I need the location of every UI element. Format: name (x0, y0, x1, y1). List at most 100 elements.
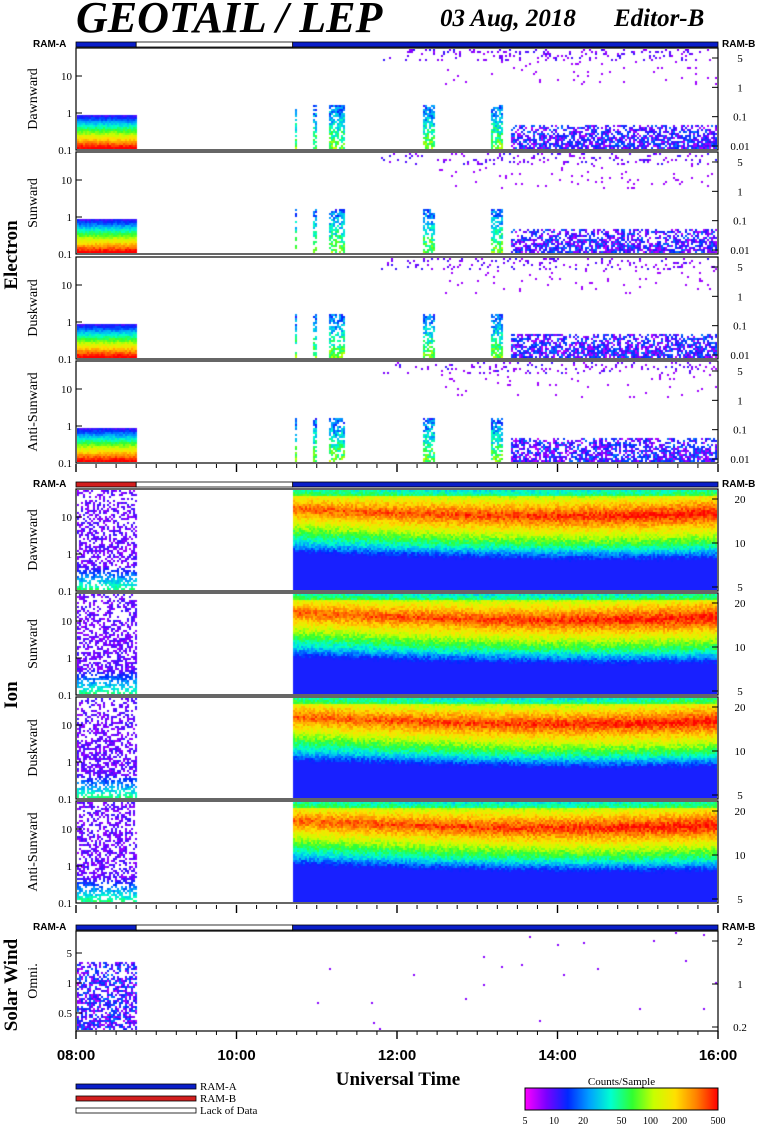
legend-label: RAM-B (200, 1093, 236, 1105)
right-tick-label: 5 (737, 582, 743, 594)
right-tick-label: 5 (737, 262, 743, 274)
x-tick-label: 08:00 (57, 1047, 95, 1064)
ion-spectrogram (77, 802, 717, 902)
colorbar-tick-label: 10 (549, 1116, 559, 1127)
left-tick-label: 0.1 (58, 354, 72, 366)
ram-bar-segment (292, 924, 719, 931)
left-tick-label: 0.1 (58, 145, 72, 157)
ram-label-left: RAM-A (33, 39, 66, 50)
right-tick-label: 1 (737, 979, 743, 991)
ram-label-right: RAM-B (722, 922, 755, 933)
right-tick-label: 0.01 (730, 350, 749, 362)
x-tick-label: 14:00 (538, 1047, 576, 1064)
ram-label-left: RAM-A (33, 922, 66, 933)
panel-frames (75, 41, 719, 1114)
legend-label: RAM-A (200, 1081, 237, 1093)
left-tick-label: 10 (61, 384, 73, 396)
right-tick-label: 20 (735, 494, 747, 506)
right-tick-label: 20 (735, 598, 747, 610)
left-tick-label: 1 (67, 212, 73, 224)
ram-bar-segment (292, 41, 719, 48)
right-tick-label: 5 (737, 366, 743, 378)
right-tick-label: 10 (735, 642, 747, 654)
left-tick-label: 10 (61, 71, 73, 83)
right-tick-label: 5 (737, 157, 743, 169)
panel-frame (75, 151, 719, 255)
left-tick-label: 0.1 (58, 458, 72, 470)
electron-spectrogram (77, 362, 717, 462)
legend-swatch (75, 1083, 197, 1090)
right-tick-label: 0.2 (733, 1022, 747, 1034)
right-tick-label: 0.01 (730, 245, 749, 257)
ion-spectrogram (77, 490, 717, 590)
left-tick-label: 10 (61, 720, 73, 732)
colorbar-tick-label: 50 (617, 1116, 627, 1127)
right-tick-label: 20 (735, 702, 747, 714)
group-label: Electron (1, 220, 22, 290)
panel-frame (75, 696, 719, 800)
right-tick-label: 10 (735, 746, 747, 758)
colorbar-tick-label: 200 (672, 1116, 687, 1127)
right-tick-label: 5 (737, 790, 743, 802)
left-tick-label: 10 (61, 280, 73, 292)
colorbar-tick-label: 500 (711, 1116, 726, 1127)
ram-bar-segment (135, 41, 294, 48)
colorbar-tick-label: 100 (643, 1116, 658, 1127)
left-tick-label: 1 (67, 653, 73, 665)
panel-frame (75, 47, 719, 151)
left-tick-label: 10 (61, 824, 73, 836)
right-tick-label: 5 (737, 894, 743, 906)
right-tick-label: 1 (737, 82, 743, 94)
colorbar-tick-label: 5 (523, 1116, 528, 1127)
right-tick-label: 1 (737, 291, 743, 303)
right-tick-label: 0.1 (733, 425, 747, 437)
x-tick-label: 12:00 (378, 1047, 416, 1064)
right-tick-label: 0.1 (733, 321, 747, 333)
left-tick-label: 1 (67, 549, 73, 561)
left-tick-label: 1 (67, 108, 73, 120)
left-tick-label: 0.5 (58, 1008, 72, 1020)
legend-label: Lack of Data (200, 1105, 258, 1117)
ram-bar-segment (292, 481, 719, 488)
left-tick-label: 10 (61, 616, 73, 628)
left-tick-label: 1 (67, 861, 73, 873)
panel-label: Duskward (26, 719, 41, 777)
ion-spectrogram (77, 698, 717, 798)
panel-label: Omni. (26, 963, 41, 998)
legend-swatch (75, 1107, 197, 1114)
colorbar-tick-label: 20 (578, 1116, 588, 1127)
left-tick-label: 1 (67, 421, 73, 433)
electron-spectrogram (77, 258, 717, 358)
legend-swatch (75, 1095, 197, 1102)
panel-frame (75, 592, 719, 696)
panel-label: Sunward (26, 619, 41, 669)
left-tick-label: 0.1 (58, 794, 72, 806)
right-tick-label: 5 (737, 686, 743, 698)
page-title: GEOTAIL / LEP (76, 0, 384, 42)
group-label: Ion (1, 681, 22, 709)
colorbar (524, 1087, 719, 1111)
right-tick-label: 1 (737, 395, 743, 407)
ram-label-right: RAM-B (722, 479, 755, 490)
right-tick-label: 1 (737, 186, 743, 198)
right-tick-label: 2 (737, 936, 743, 948)
left-tick-label: 1 (67, 317, 73, 329)
left-tick-label: 10 (61, 512, 73, 524)
ram-bar-segment (135, 481, 294, 488)
ram-label-left: RAM-A (33, 479, 66, 490)
group-label: Solar Wind (1, 938, 22, 1031)
x-tick-label: 10:00 (217, 1047, 255, 1064)
left-tick-label: 0.1 (58, 690, 72, 702)
electron-spectrogram (77, 49, 717, 149)
right-tick-label: 0.1 (733, 112, 747, 124)
right-tick-label: 0.1 (733, 216, 747, 228)
panel-label: Anti-Sunward (26, 372, 41, 451)
plot-date: 03 Aug, 2018 (440, 5, 576, 32)
ram-bar-segment (75, 41, 137, 48)
x-tick-label: 16:00 (699, 1047, 737, 1064)
ram-label-right: RAM-B (722, 39, 755, 50)
left-tick-label: 5 (67, 948, 73, 960)
right-tick-label: 0.01 (730, 454, 749, 466)
